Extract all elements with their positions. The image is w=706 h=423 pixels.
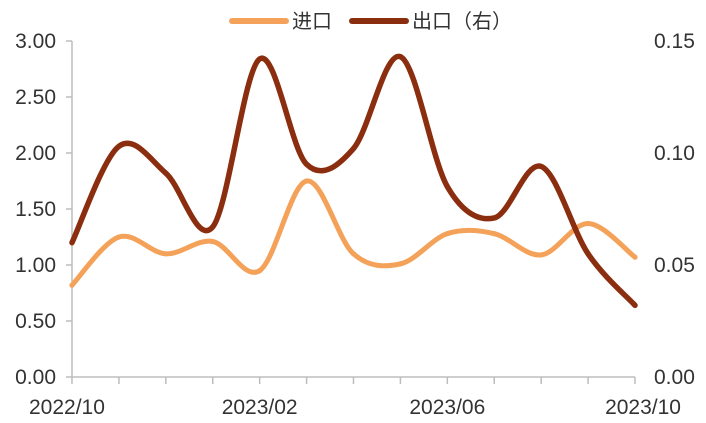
x-tick-label: 2022/10 xyxy=(29,396,105,419)
data-point xyxy=(397,54,404,60)
y-left-tick-label: 2.00 xyxy=(15,142,56,165)
axes: 0.00 0.50 1.00 1.50 2.00 2.50 3.00 0.00 0.05 0.10… xyxy=(15,30,695,419)
y-left-tick-label: 0.50 xyxy=(15,310,56,333)
data-point xyxy=(257,56,263,62)
data-point xyxy=(632,302,638,308)
data-point xyxy=(163,170,169,176)
data-point xyxy=(303,178,310,184)
data-point xyxy=(303,161,310,167)
series-line-export xyxy=(69,53,638,309)
data-point xyxy=(632,254,638,260)
data-point xyxy=(350,145,357,152)
data-point xyxy=(444,184,450,190)
series-layer xyxy=(69,53,638,309)
x-tick-label: 2023/06 xyxy=(409,396,485,419)
data-point xyxy=(210,238,216,245)
x-tick-label: 2023/10 xyxy=(605,396,681,419)
y-left-tick-label: 1.00 xyxy=(15,254,56,277)
data-point xyxy=(116,234,122,240)
legend-label-export: 出口（右） xyxy=(412,10,512,33)
data-point xyxy=(210,224,216,230)
legend: 进口 出口（右） xyxy=(229,10,512,33)
data-point xyxy=(397,261,404,267)
data-point xyxy=(538,163,544,170)
data-point xyxy=(163,251,169,257)
data-point xyxy=(491,215,497,221)
y-left-tick-label: 0.00 xyxy=(15,366,56,389)
y-left-tick-label: 1.50 xyxy=(15,198,56,221)
x-tick-label: 2023/02 xyxy=(222,396,298,419)
data-point xyxy=(444,231,450,237)
data-point xyxy=(257,268,263,274)
data-point xyxy=(538,252,544,258)
y-left-tick-label: 3.00 xyxy=(15,30,56,53)
y-right-tick-label: 0.15 xyxy=(654,30,695,53)
data-point xyxy=(69,282,75,288)
data-point xyxy=(69,240,75,246)
legend-label-import: 进口 xyxy=(292,10,332,33)
data-point xyxy=(350,251,357,257)
data-point xyxy=(491,231,497,237)
series-line-import xyxy=(69,178,638,288)
data-point xyxy=(116,143,122,149)
data-point xyxy=(585,220,591,227)
y-right-tick-label: 0.10 xyxy=(654,142,695,165)
y-right-tick-label: 0.05 xyxy=(654,254,695,277)
data-point xyxy=(585,251,591,257)
y-left-tick-label: 2.50 xyxy=(15,86,56,109)
y-right-tick-label: 0.00 xyxy=(654,366,695,389)
